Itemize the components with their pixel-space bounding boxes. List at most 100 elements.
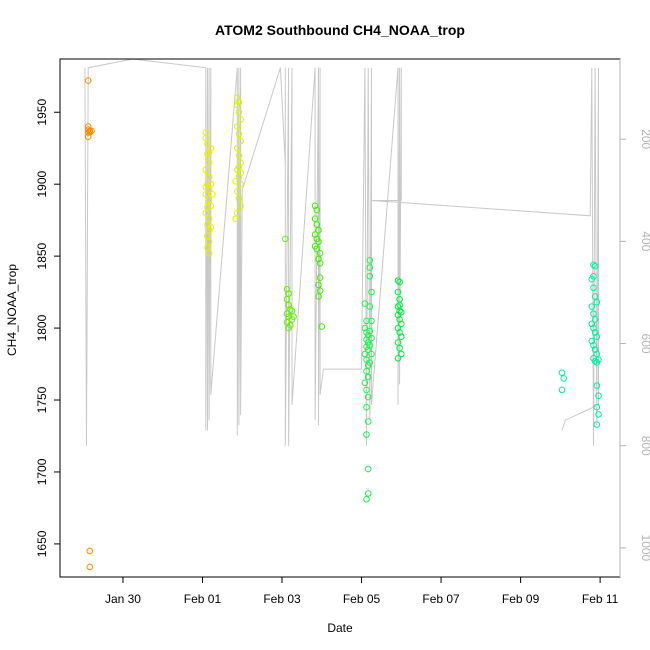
data-point bbox=[315, 293, 322, 300]
data-point bbox=[361, 324, 369, 332]
data-point bbox=[287, 306, 294, 313]
data-points-layer bbox=[84, 77, 602, 571]
data-point bbox=[588, 303, 596, 310]
y-axis: 1650 1700 1750 1800 1850 1900 1950 bbox=[35, 99, 60, 557]
series-5 bbox=[311, 202, 326, 330]
series-3 bbox=[232, 94, 244, 222]
data-point bbox=[366, 327, 374, 335]
data-point bbox=[205, 159, 213, 166]
data-point bbox=[394, 277, 402, 284]
data-point bbox=[595, 356, 602, 364]
data-point bbox=[285, 301, 292, 309]
data-point bbox=[234, 188, 241, 195]
data-point bbox=[235, 173, 243, 181]
chart-title: ATOM2 Southbound CH4_NOAA_trop bbox=[215, 22, 465, 38]
data-point bbox=[394, 288, 402, 296]
data-point bbox=[363, 367, 370, 375]
data-point bbox=[398, 333, 405, 341]
data-point bbox=[394, 324, 402, 332]
data-point bbox=[590, 261, 597, 269]
data-point bbox=[237, 180, 244, 188]
data-point bbox=[368, 288, 375, 296]
data-point bbox=[202, 183, 210, 191]
data-point bbox=[364, 393, 372, 401]
data-point bbox=[285, 290, 292, 297]
data-point bbox=[588, 337, 596, 345]
data-point bbox=[361, 379, 369, 387]
series-6 bbox=[361, 257, 375, 503]
data-point bbox=[590, 342, 597, 349]
data-point bbox=[318, 323, 326, 330]
flight-track-line bbox=[84, 58, 599, 446]
data-point bbox=[591, 262, 599, 270]
data-point bbox=[209, 191, 216, 198]
data-point bbox=[590, 324, 597, 332]
data-point bbox=[232, 215, 239, 222]
data-point bbox=[591, 346, 599, 354]
data-point bbox=[368, 334, 375, 342]
data-point bbox=[205, 173, 213, 181]
x-tick-label: Feb 11 bbox=[582, 592, 619, 606]
data-point bbox=[366, 257, 374, 264]
data-point bbox=[590, 284, 597, 292]
y2-tick-label: 400 bbox=[639, 231, 650, 251]
data-point bbox=[232, 178, 239, 185]
data-point bbox=[84, 77, 92, 84]
data-point bbox=[366, 264, 374, 271]
data-point bbox=[282, 235, 289, 243]
x-tick-label: Feb 09 bbox=[502, 592, 540, 606]
data-point bbox=[283, 296, 291, 303]
data-point bbox=[593, 382, 601, 389]
data-point bbox=[207, 144, 215, 152]
data-point bbox=[207, 224, 215, 231]
data-point bbox=[288, 307, 296, 315]
data-point bbox=[394, 339, 402, 346]
data-point bbox=[285, 324, 292, 332]
y2-axis: 200 400 600 800 1000 bbox=[619, 59, 650, 577]
y2-tick-label: 800 bbox=[639, 436, 650, 456]
data-point bbox=[290, 313, 297, 320]
data-point bbox=[234, 209, 241, 217]
flight-track-layer bbox=[84, 58, 599, 446]
data-point bbox=[558, 386, 566, 394]
data-point bbox=[364, 465, 372, 473]
data-point bbox=[311, 202, 319, 210]
data-point bbox=[316, 260, 324, 267]
data-point bbox=[207, 202, 215, 210]
data-point bbox=[364, 373, 372, 381]
data-point bbox=[366, 359, 374, 366]
data-point bbox=[205, 149, 213, 156]
y-axis-label: CH4_NOAA_trop bbox=[5, 264, 19, 356]
data-point bbox=[316, 287, 324, 295]
data-point bbox=[316, 274, 324, 282]
data-point bbox=[398, 350, 405, 358]
data-point bbox=[396, 344, 403, 352]
x-axis-label: Date bbox=[327, 621, 353, 635]
data-point bbox=[205, 215, 213, 222]
data-point bbox=[313, 206, 321, 214]
series-7 bbox=[394, 277, 405, 362]
data-point bbox=[593, 350, 601, 358]
data-point bbox=[593, 333, 601, 341]
data-point bbox=[237, 116, 244, 123]
data-point bbox=[364, 490, 372, 497]
data-point bbox=[591, 329, 599, 336]
data-point bbox=[363, 431, 370, 438]
data-point bbox=[315, 255, 322, 263]
y2-tick-label: 1000 bbox=[639, 535, 650, 562]
data-point bbox=[366, 273, 374, 280]
data-point bbox=[313, 221, 321, 228]
data-point bbox=[204, 150, 211, 158]
y-tick-label: 1700 bbox=[35, 458, 49, 485]
y-tick-label: 1800 bbox=[35, 314, 49, 341]
data-point bbox=[234, 94, 241, 102]
data-point bbox=[364, 346, 372, 354]
data-point bbox=[398, 308, 405, 316]
data-point bbox=[204, 232, 211, 240]
data-point bbox=[204, 244, 211, 251]
data-point bbox=[591, 316, 599, 323]
data-point bbox=[363, 403, 370, 411]
data-point bbox=[363, 386, 370, 394]
